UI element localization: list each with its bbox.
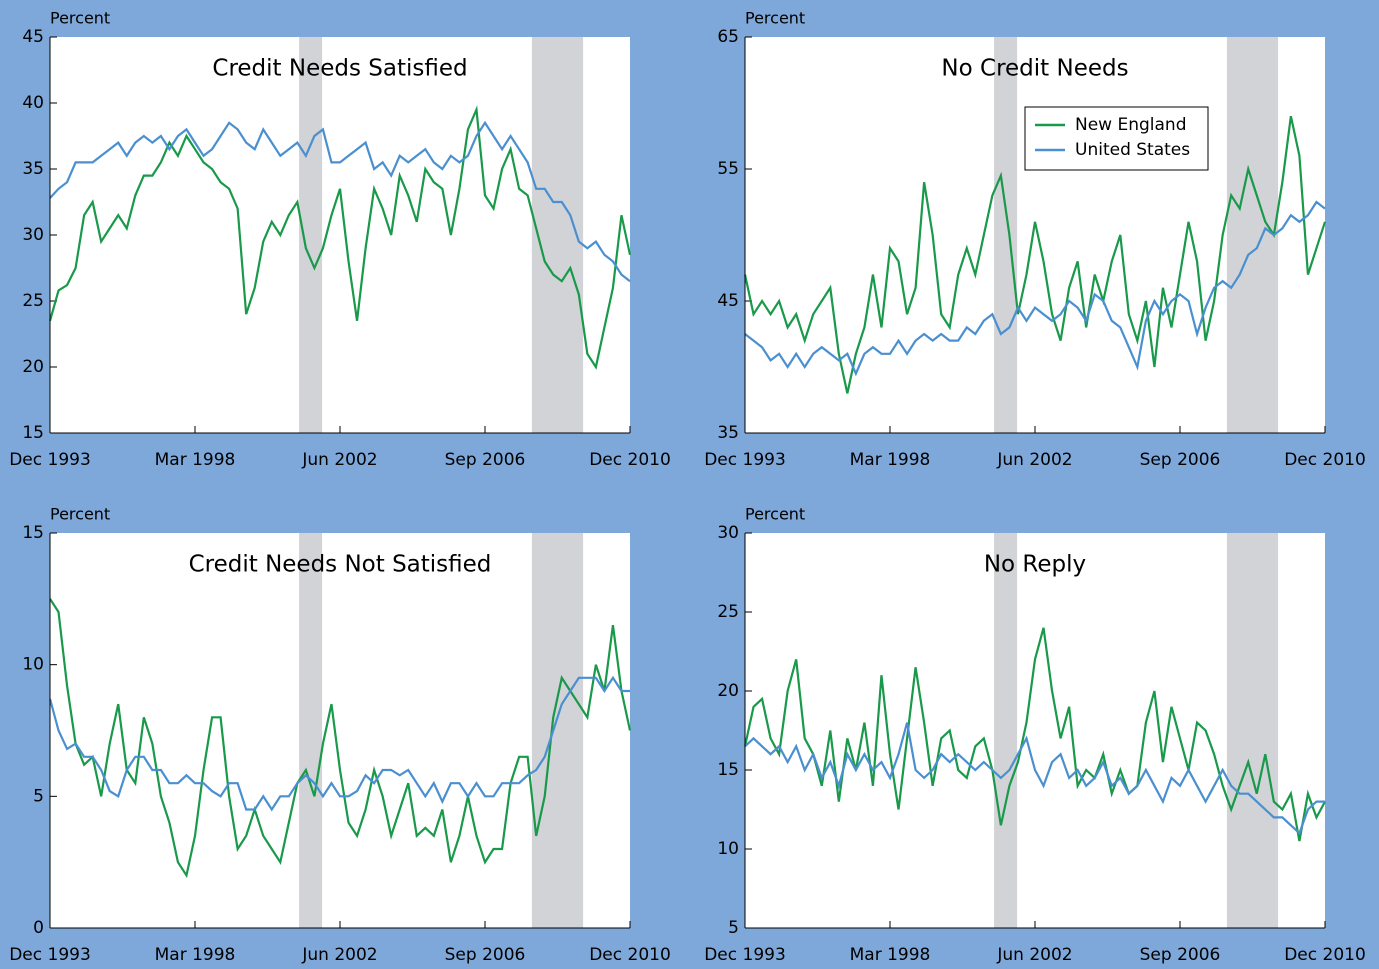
y-tick-label: 10 (717, 839, 739, 859)
y-tick-label: 0 (33, 918, 44, 938)
y-tick-label: 35 (22, 159, 44, 179)
x-tick-label: Dec 1993 (704, 945, 786, 965)
x-tick-label: Mar 1998 (850, 450, 931, 470)
x-tick-label: Sep 2006 (445, 945, 526, 965)
x-tick-label: Dec 2010 (1284, 450, 1366, 470)
x-tick-label: Sep 2006 (1140, 450, 1221, 470)
y-tick-label: 45 (22, 27, 44, 47)
legend-box (1024, 106, 1209, 171)
y-tick-label: 20 (22, 357, 44, 377)
x-tick-label: Jun 2002 (996, 450, 1072, 470)
y-tick-label: 30 (717, 523, 739, 543)
x-tick-label: Jun 2002 (301, 945, 377, 965)
y-axis-label: Percent (745, 505, 805, 524)
x-tick-label: Dec 2010 (589, 450, 671, 470)
recession-band (531, 37, 584, 433)
recession-band (299, 533, 323, 928)
x-tick-label: Mar 1998 (155, 945, 236, 965)
x-tick-label: Dec 1993 (9, 450, 91, 470)
recession-band (1226, 37, 1279, 433)
y-tick-label: 25 (717, 602, 739, 622)
y-tick-label: 55 (717, 159, 739, 179)
x-tick-label: Sep 2006 (1140, 945, 1221, 965)
chart-title: Credit Needs Not Satisfied (189, 552, 492, 578)
y-tick-label: 65 (717, 27, 739, 47)
series-line (48, 675, 630, 812)
y-tick-label: 45 (717, 291, 739, 311)
recession-band (994, 37, 1018, 433)
x-tick-label: Dec 2010 (589, 945, 671, 965)
y-tick-label: 30 (22, 225, 44, 245)
x-tick-label: Dec 1993 (9, 945, 91, 965)
y-tick-label: 5 (33, 786, 44, 806)
x-tick-label: Dec 1993 (704, 450, 786, 470)
series-line (48, 105, 632, 370)
chart-title: No Reply (984, 552, 1086, 578)
series-line (743, 115, 1327, 394)
y-tick-label: 25 (22, 291, 44, 311)
y-tick-label: 15 (717, 760, 739, 780)
series-line (743, 627, 1326, 842)
series-line (744, 722, 1325, 836)
recession-band (1226, 533, 1279, 928)
x-tick-label: Dec 2010 (1284, 945, 1366, 965)
x-tick-label: Mar 1998 (155, 450, 236, 470)
x-tick-label: Mar 1998 (850, 945, 931, 965)
recession-band (994, 533, 1018, 928)
y-tick-label: 35 (717, 423, 739, 443)
y-tick-label: 10 (22, 655, 44, 675)
y-tick-label: 15 (22, 423, 44, 443)
series-line (744, 200, 1326, 377)
x-tick-label: Sep 2006 (445, 450, 526, 470)
recession-band (531, 533, 584, 928)
series-line (49, 120, 631, 283)
y-axis-label: Percent (745, 9, 805, 28)
x-tick-label: Jun 2002 (996, 945, 1072, 965)
series-line (49, 598, 632, 879)
y-tick-label: 5 (728, 918, 739, 938)
legend-label: United States (1075, 140, 1190, 160)
y-axis-label: Percent (50, 505, 110, 524)
chart-title: No Credit Needs (941, 56, 1128, 82)
x-tick-label: Jun 2002 (301, 450, 377, 470)
recession-band (299, 37, 323, 433)
legend-label: New England (1075, 115, 1187, 135)
y-tick-label: 40 (22, 93, 44, 113)
y-tick-label: 20 (717, 681, 739, 701)
chart-title: Credit Needs Satisfied (212, 56, 467, 82)
y-tick-label: 15 (22, 523, 44, 543)
y-axis-label: Percent (50, 9, 110, 28)
